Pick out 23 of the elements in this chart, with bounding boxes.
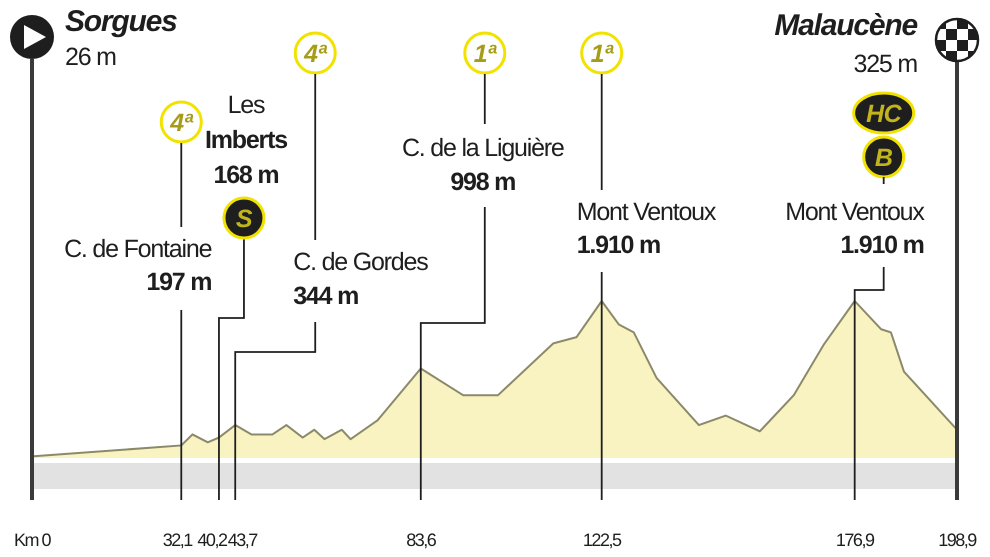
x-tick-label: 198,9 bbox=[938, 530, 978, 550]
text: C. de Fontaine 197 m bbox=[64, 235, 212, 296]
x-tick-label: 40,2 bbox=[197, 530, 228, 550]
x-tick-label: 32,1 bbox=[162, 530, 194, 550]
text: 1ª bbox=[474, 40, 498, 68]
x-tick-label: 43,7 bbox=[228, 530, 258, 550]
text: HC bbox=[866, 100, 903, 128]
annotation: C. de Gordes 344 m bbox=[293, 248, 428, 310]
text: S bbox=[236, 205, 253, 233]
text: 4ª bbox=[169, 109, 194, 137]
x-tick-label: 122,5 bbox=[582, 530, 622, 550]
text: 1ª bbox=[590, 40, 614, 68]
text: C. de la Liguière 998 m bbox=[402, 134, 564, 196]
text: Sorgues 26 m bbox=[65, 5, 178, 71]
text: Mont Ventoux 1.910 m bbox=[576, 198, 717, 259]
text: Malaucène 325 m bbox=[774, 9, 918, 78]
text: B bbox=[874, 144, 893, 172]
text: Mont Ventoux 1.910 m bbox=[785, 198, 926, 259]
x-tick-label: Km 0 bbox=[14, 530, 52, 550]
x-tick-label: 176,9 bbox=[836, 530, 875, 550]
text: 4ª bbox=[303, 40, 328, 68]
x-tick-label: 83,6 bbox=[406, 530, 437, 550]
text: Les Imberts 168 m bbox=[204, 91, 288, 189]
